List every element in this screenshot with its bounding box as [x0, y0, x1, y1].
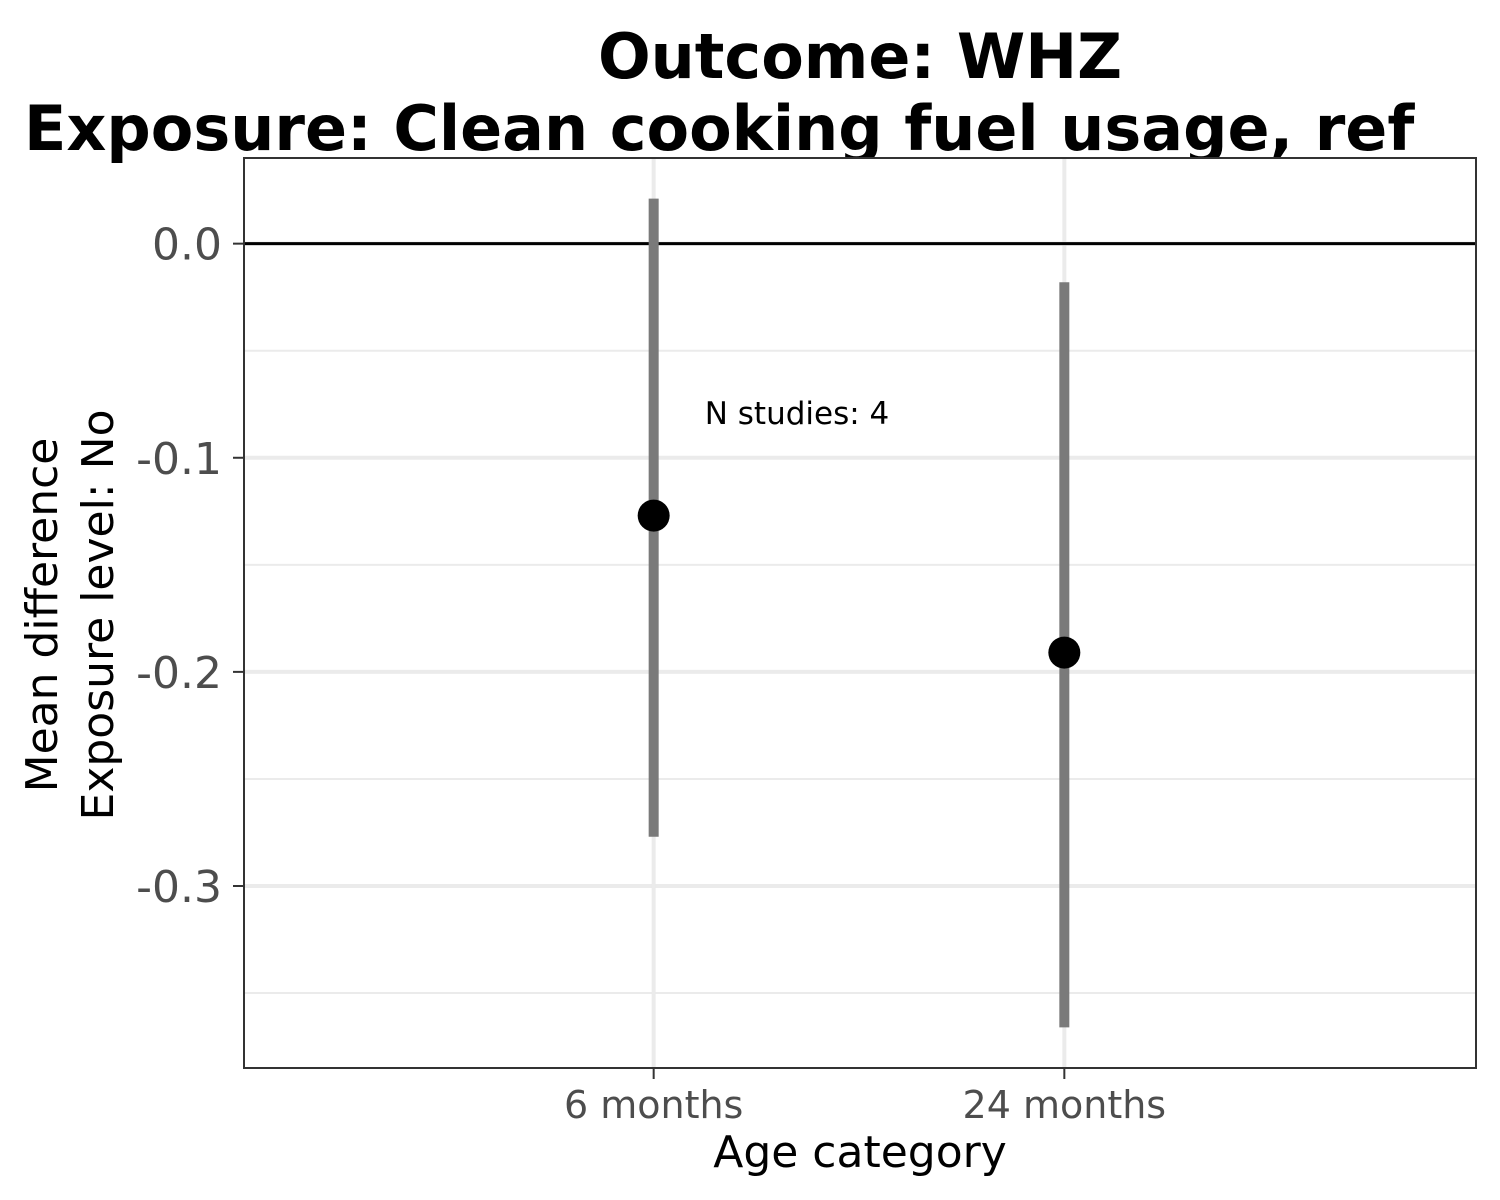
n-studies-annotation: N studies: 4	[705, 396, 890, 432]
x-tick-label: 24 months	[963, 1083, 1167, 1127]
y-tick-label: 0.0	[152, 220, 222, 271]
plot-panel	[244, 158, 1476, 1068]
y-tick-label: -0.2	[136, 648, 222, 699]
chart-title-line2: Exposure: Clean cooking fuel usage, ref	[24, 92, 1415, 165]
y-axis-title-line1: Mean difference	[17, 438, 68, 793]
y-tick-label: -0.3	[136, 862, 222, 913]
plot-border	[243, 157, 1477, 1069]
y-axis-ticks: 0.0 -0.1 -0.2 -0.3	[136, 220, 244, 913]
x-tick-label: 6 months	[564, 1083, 743, 1127]
y-axis-title-line2: Exposure level: No	[73, 410, 124, 821]
chart-title-line1: Outcome: WHZ	[598, 20, 1122, 93]
point-estimate	[637, 499, 670, 532]
y-tick-label: -0.1	[136, 434, 222, 485]
point-estimate	[1048, 636, 1081, 669]
x-axis-ticks: 6 months 24 months	[564, 1068, 1166, 1127]
point-layer	[637, 499, 1081, 669]
x-axis-title: Age category	[713, 1127, 1007, 1178]
